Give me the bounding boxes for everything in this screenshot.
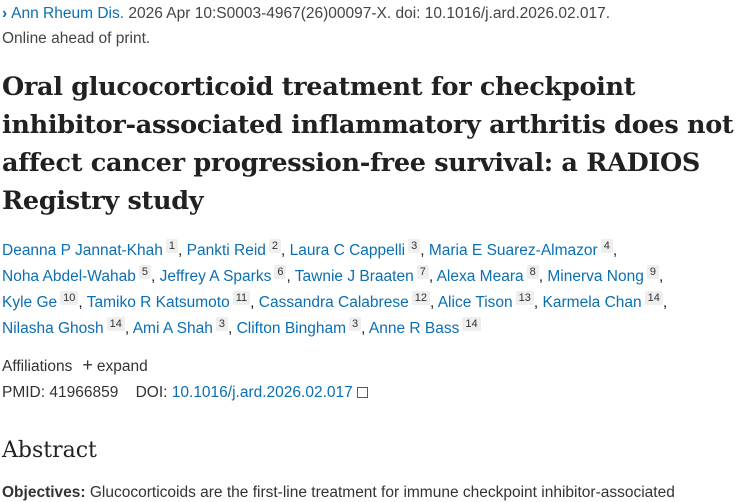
doi-label: DOI:	[135, 384, 168, 401]
author: Karmela Chan 14,	[542, 291, 668, 311]
author: Alexa Meara 8,	[436, 265, 548, 285]
affiliation-number[interactable]: 3	[408, 239, 421, 253]
author: Kyle Ge 10,	[2, 291, 87, 311]
author-link[interactable]: Karmela Chan	[542, 294, 642, 311]
author-link[interactable]: Laura C Cappelli	[289, 242, 406, 259]
author-link[interactable]: Ami A Shah	[132, 320, 213, 337]
article-title: Oral glucocorticoid treatment for checkp…	[2, 72, 734, 216]
affiliations-label: Affiliations	[2, 358, 73, 375]
author-link[interactable]: Kyle Ge	[2, 294, 58, 311]
author: Noha Abdel-Wahab 5,	[2, 265, 160, 285]
affiliation-number[interactable]: 13	[515, 291, 534, 305]
affiliation-number[interactable]: 14	[462, 317, 481, 331]
author-link[interactable]: Nilasha Ghosh	[2, 320, 104, 337]
objectives-text: Glucocorticoids are the first-line treat…	[89, 484, 675, 501]
author: Deanna P Jannat-Khah 1,	[2, 239, 187, 259]
affiliation-number[interactable]: 12	[411, 291, 430, 305]
chevron-right-icon[interactable]: ›	[2, 5, 8, 22]
pmid-label: PMID:	[2, 384, 46, 401]
publication-status: Online ahead of print.	[2, 30, 151, 47]
author: Clifton Bingham 3,	[236, 317, 369, 337]
doi-link[interactable]: 10.1016/j.ard.2026.02.017	[171, 384, 353, 401]
affiliations: Affiliations + expand	[2, 355, 148, 376]
abstract-objectives: Objectives: Glucocorticoids are the firs…	[2, 484, 675, 502]
author: Cassandra Calabrese 12,	[258, 291, 438, 311]
citation: › Ann Rheum Dis. 2026 Apr 10:S0003-4967(2…	[2, 5, 610, 23]
plus-icon: +	[82, 355, 93, 375]
author: Alice Tison 13,	[437, 291, 543, 311]
author-link[interactable]: Cassandra Calabrese	[258, 294, 409, 311]
author-link[interactable]: Jeffrey A Sparks	[159, 268, 272, 285]
author: Laura C Cappelli 3,	[289, 239, 429, 259]
author-link[interactable]: Deanna P Jannat-Khah	[2, 242, 163, 259]
author-list: Deanna P Jannat-Khah 1, Pankti Reid 2, Lau…	[2, 238, 742, 342]
author-link[interactable]: Anne R Bass	[368, 320, 460, 337]
identifiers: PMID: 41966859 DOI: 10.1016/j.ard.2026.0…	[2, 384, 368, 402]
expand-label: expand	[96, 358, 148, 375]
affiliation-number[interactable]: 5	[138, 265, 151, 279]
author: Pankti Reid 2,	[186, 239, 290, 259]
author-link[interactable]: Alice Tison	[437, 294, 513, 311]
author: Tawnie J Braaten 7,	[294, 265, 437, 285]
author-link[interactable]: Pankti Reid	[186, 242, 266, 259]
author: Nilasha Ghosh 14,	[2, 317, 133, 337]
affiliation-number[interactable]: 7	[416, 265, 429, 279]
affiliation-number[interactable]: 14	[644, 291, 663, 305]
affiliation-number[interactable]: 1	[165, 239, 178, 253]
author-link[interactable]: Noha Abdel-Wahab	[2, 268, 136, 285]
affiliation-number[interactable]: 8	[526, 265, 539, 279]
journal-link[interactable]: Ann Rheum Dis.	[11, 5, 125, 22]
author: Minerva Nong 9,	[547, 265, 664, 285]
affiliation-number[interactable]: 4	[600, 239, 613, 253]
author: Anne R Bass 14	[368, 317, 481, 337]
affiliation-number[interactable]: 2	[268, 239, 282, 253]
author-link[interactable]: Maria E Suarez-Almazor	[428, 242, 598, 259]
author: Ami A Shah 3,	[132, 317, 237, 337]
affiliation-number[interactable]: 3	[349, 317, 362, 331]
author-link[interactable]: Alexa Meara	[436, 268, 524, 285]
author: Jeffrey A Sparks 6,	[159, 265, 295, 285]
objectives-label: Objectives:	[2, 484, 86, 501]
affiliation-number[interactable]: 9	[646, 265, 659, 279]
affiliation-number[interactable]: 11	[232, 291, 251, 305]
affiliation-number[interactable]: 3	[215, 317, 228, 331]
author-link[interactable]: Tamiko R Katsumoto	[86, 294, 230, 311]
author: Maria E Suarez-Almazor 4,	[428, 239, 618, 259]
abstract-heading: Abstract	[2, 438, 97, 463]
affiliation-number[interactable]: 10	[60, 291, 79, 305]
citation-details: 2026 Apr 10:S0003-4967(26)00097-X. doi: …	[128, 5, 611, 22]
external-link-icon	[356, 387, 368, 398]
author: Tamiko R Katsumoto 11,	[86, 291, 259, 311]
author-link[interactable]: Clifton Bingham	[236, 320, 346, 337]
affiliation-number[interactable]: 14	[106, 317, 125, 331]
affiliations-expand-button[interactable]: + expand	[72, 355, 148, 375]
author-link[interactable]: Minerva Nong	[547, 268, 644, 285]
author-link[interactable]: Tawnie J Braaten	[294, 268, 414, 285]
affiliation-number[interactable]: 6	[274, 265, 287, 279]
pmid-value: 41966859	[49, 384, 119, 401]
